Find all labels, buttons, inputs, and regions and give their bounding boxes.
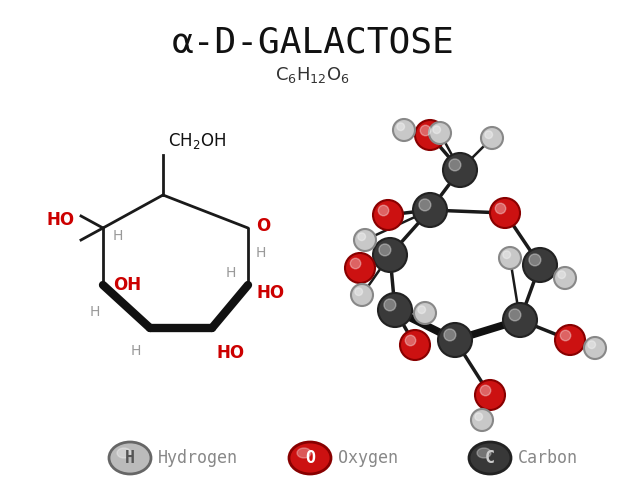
Circle shape	[355, 288, 362, 296]
Text: C$_6$H$_{12}$O$_6$: C$_6$H$_{12}$O$_6$	[275, 65, 351, 85]
Text: α-D-GALACTOSE: α-D-GALACTOSE	[172, 25, 454, 59]
Circle shape	[490, 198, 520, 228]
Text: O: O	[256, 217, 270, 235]
Circle shape	[413, 193, 447, 227]
Circle shape	[475, 380, 505, 410]
Ellipse shape	[469, 442, 511, 474]
Text: OH: OH	[113, 276, 141, 294]
Circle shape	[378, 293, 412, 327]
Ellipse shape	[117, 448, 131, 458]
Circle shape	[354, 229, 376, 251]
Circle shape	[373, 238, 407, 272]
Circle shape	[358, 233, 366, 240]
Circle shape	[351, 284, 373, 306]
Circle shape	[560, 330, 571, 341]
Circle shape	[555, 325, 585, 355]
Circle shape	[429, 122, 451, 144]
Text: C: C	[485, 449, 495, 467]
Ellipse shape	[477, 448, 491, 458]
Circle shape	[485, 131, 493, 139]
Circle shape	[418, 306, 426, 314]
Circle shape	[475, 413, 483, 420]
Circle shape	[554, 267, 576, 289]
Circle shape	[449, 159, 461, 171]
Text: H: H	[225, 266, 236, 280]
Circle shape	[373, 200, 403, 230]
Circle shape	[588, 341, 595, 349]
Circle shape	[443, 153, 477, 187]
Circle shape	[480, 385, 491, 396]
Circle shape	[584, 337, 606, 359]
Text: H: H	[113, 229, 123, 243]
Circle shape	[378, 205, 389, 216]
Circle shape	[420, 125, 431, 136]
Text: H: H	[131, 344, 141, 358]
Text: Carbon: Carbon	[518, 449, 578, 467]
Circle shape	[379, 244, 391, 256]
Text: HO: HO	[256, 284, 284, 302]
Text: HO: HO	[47, 211, 75, 229]
Circle shape	[414, 302, 436, 324]
Circle shape	[438, 323, 472, 357]
Circle shape	[400, 330, 430, 360]
Circle shape	[523, 248, 557, 282]
Ellipse shape	[289, 442, 331, 474]
Text: Hydrogen: Hydrogen	[158, 449, 238, 467]
Circle shape	[481, 127, 503, 149]
Circle shape	[405, 335, 416, 346]
Text: O: O	[305, 449, 315, 467]
Circle shape	[471, 409, 493, 431]
Circle shape	[393, 119, 415, 141]
Circle shape	[351, 258, 361, 269]
Circle shape	[444, 329, 456, 341]
Text: H: H	[90, 305, 100, 319]
Circle shape	[509, 309, 521, 321]
Circle shape	[529, 254, 541, 266]
Circle shape	[419, 199, 431, 211]
Ellipse shape	[109, 442, 151, 474]
Circle shape	[345, 253, 375, 283]
Circle shape	[558, 271, 565, 279]
Circle shape	[503, 251, 511, 259]
Ellipse shape	[297, 448, 311, 458]
Circle shape	[384, 299, 396, 311]
Circle shape	[433, 126, 441, 134]
Circle shape	[397, 123, 404, 131]
Circle shape	[503, 303, 537, 337]
Text: H: H	[256, 246, 267, 260]
Circle shape	[495, 203, 506, 214]
Text: H: H	[125, 449, 135, 467]
Text: HO: HO	[216, 344, 244, 362]
Circle shape	[499, 247, 521, 269]
Text: Oxygen: Oxygen	[338, 449, 398, 467]
Circle shape	[415, 120, 445, 150]
Text: CH$_2$OH: CH$_2$OH	[168, 131, 226, 151]
